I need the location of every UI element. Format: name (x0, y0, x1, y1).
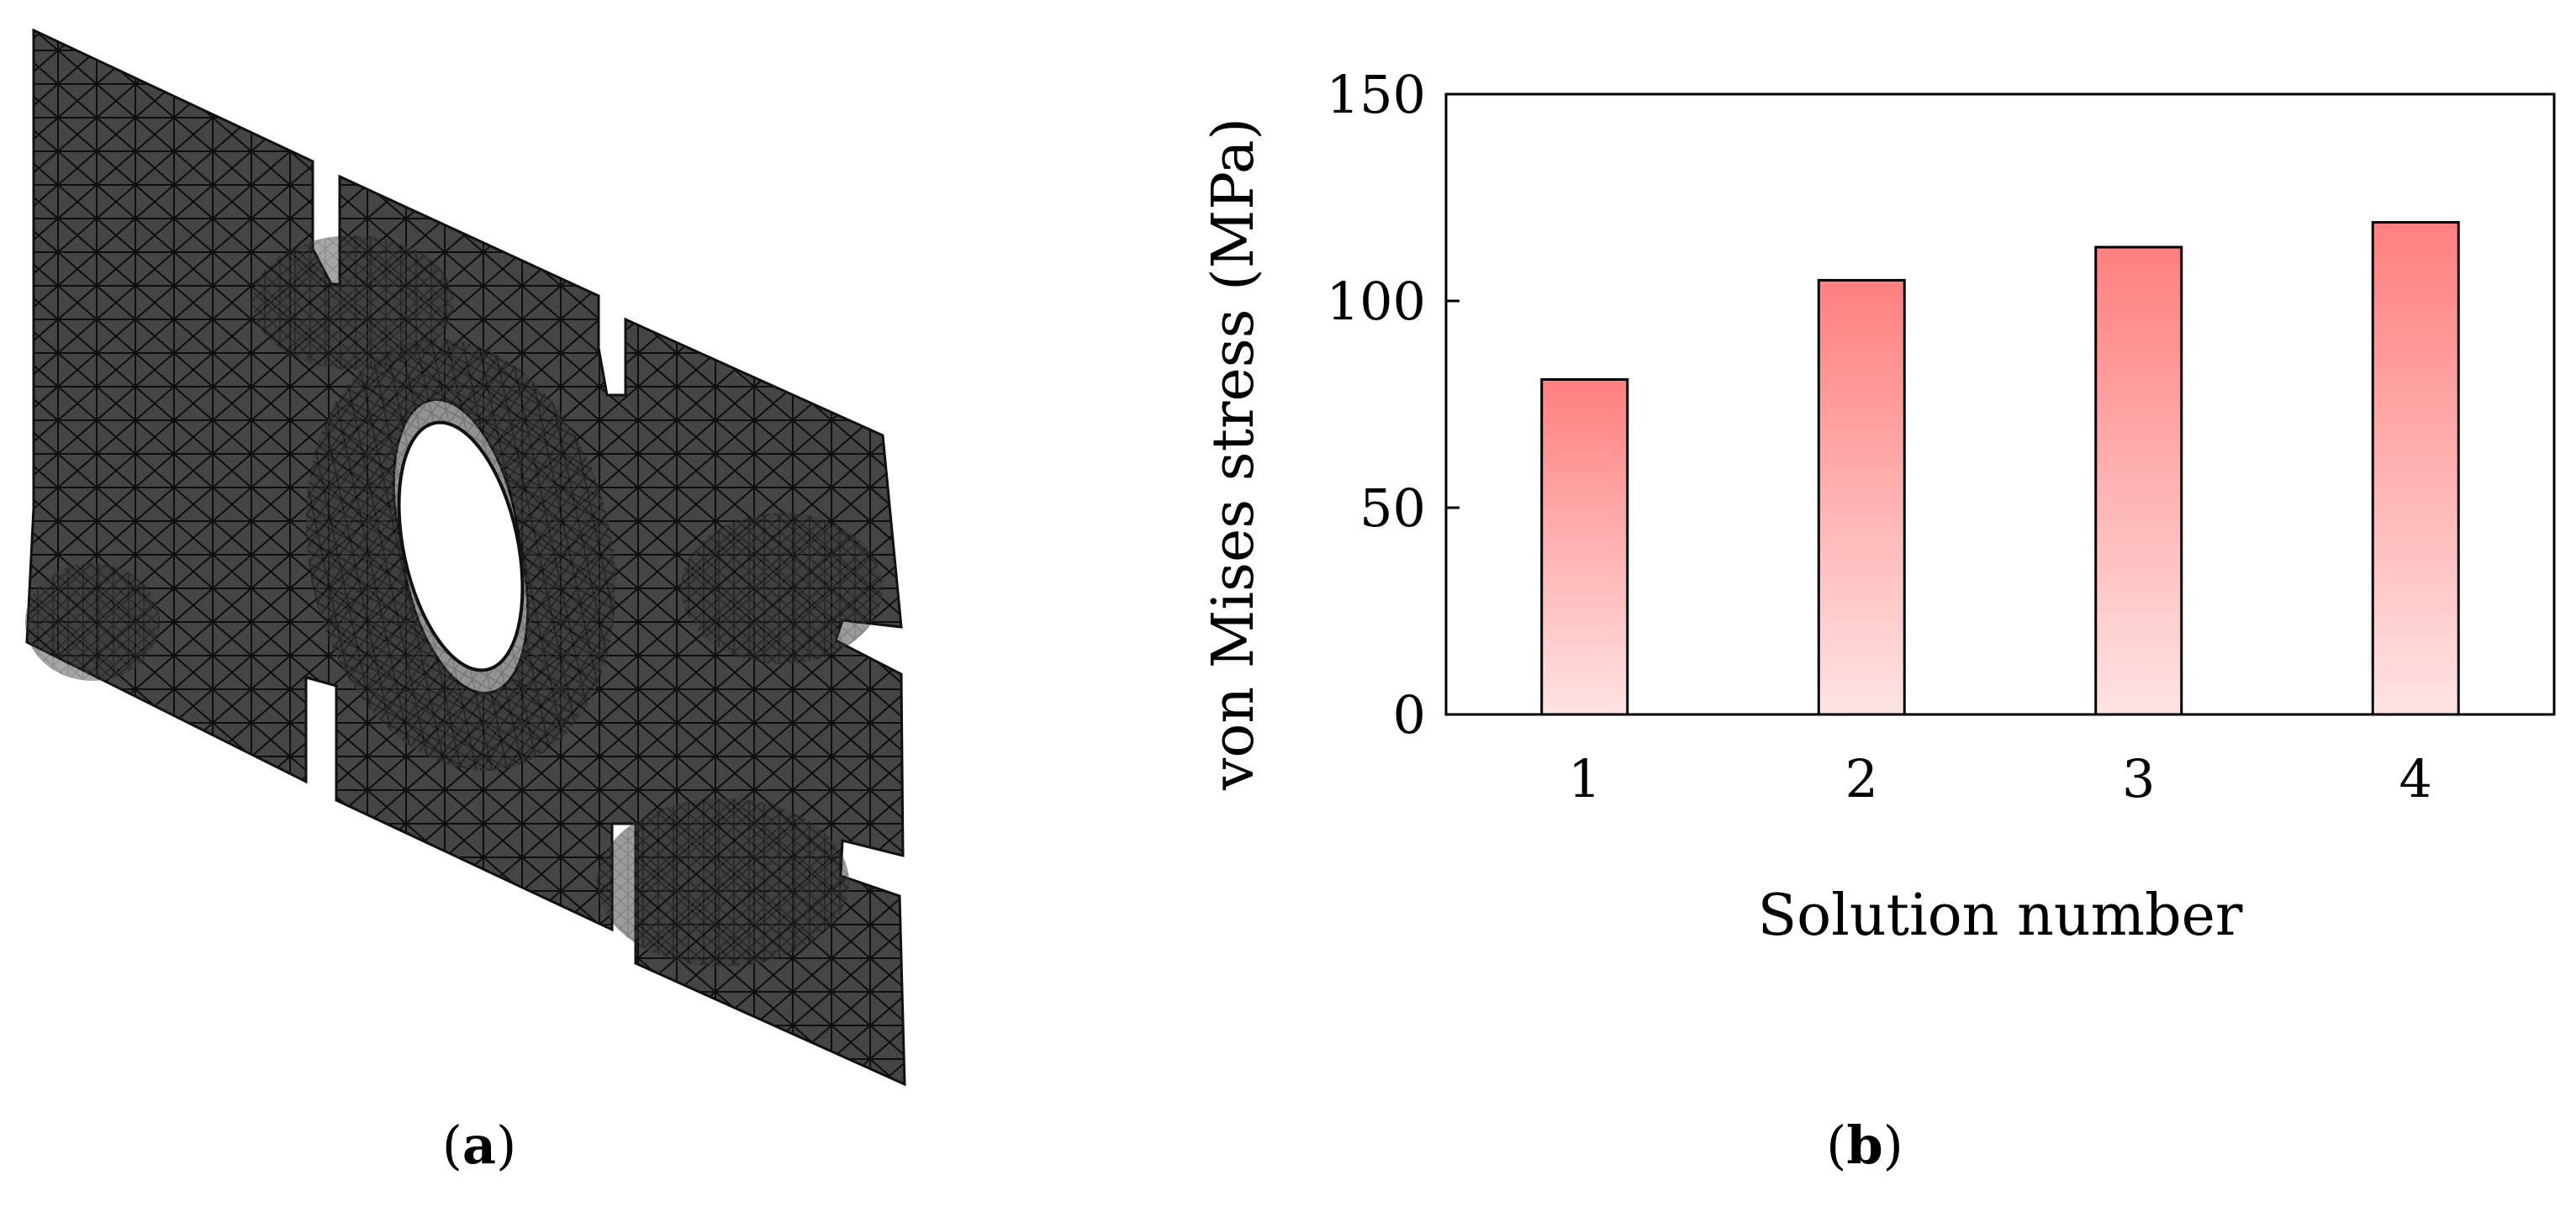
bar-chart: 0 50 100 150 1 2 3 4 Solution number von Mises… (1201, 64, 2556, 949)
x-axis: 1 2 3 4 (1568, 748, 2432, 809)
y-tick-label: 50 (1359, 477, 1426, 539)
mesh-plate-image (25, 28, 906, 1087)
plate-hole (397, 420, 525, 672)
y-tick-label: 100 (1327, 271, 1426, 332)
x-tick-label: 2 (1845, 748, 1878, 809)
plot-frame (1444, 92, 2556, 716)
bar-solution-3 (2094, 245, 2183, 716)
mesh-refinement-edge (25, 563, 160, 681)
mesh-refinement-slot (252, 235, 454, 370)
y-tick-label: 0 (1393, 684, 1426, 746)
x-tick-label: 1 (1568, 748, 1601, 809)
x-tick-label: 3 (2122, 748, 2155, 809)
bar-solution-1 (1540, 377, 1629, 716)
mesh-refinement-slot (597, 799, 849, 967)
y-tick-label: 150 (1327, 64, 1426, 125)
bar-solution-2 (1817, 278, 1906, 716)
x-tick-label: 4 (2399, 748, 2432, 809)
bar-solution-4 (2371, 221, 2460, 716)
panel-a-caption: (a) (441, 1115, 517, 1176)
x-axis-label: Solution number (1758, 883, 2243, 949)
panel-b-caption: (b) (1826, 1115, 1903, 1176)
mesh-refinement-slot (681, 513, 883, 664)
bars (1540, 221, 2460, 716)
y-axis-label: von Mises stress (MPa) (1201, 118, 1267, 791)
y-axis: 0 50 100 150 (1327, 64, 1460, 746)
